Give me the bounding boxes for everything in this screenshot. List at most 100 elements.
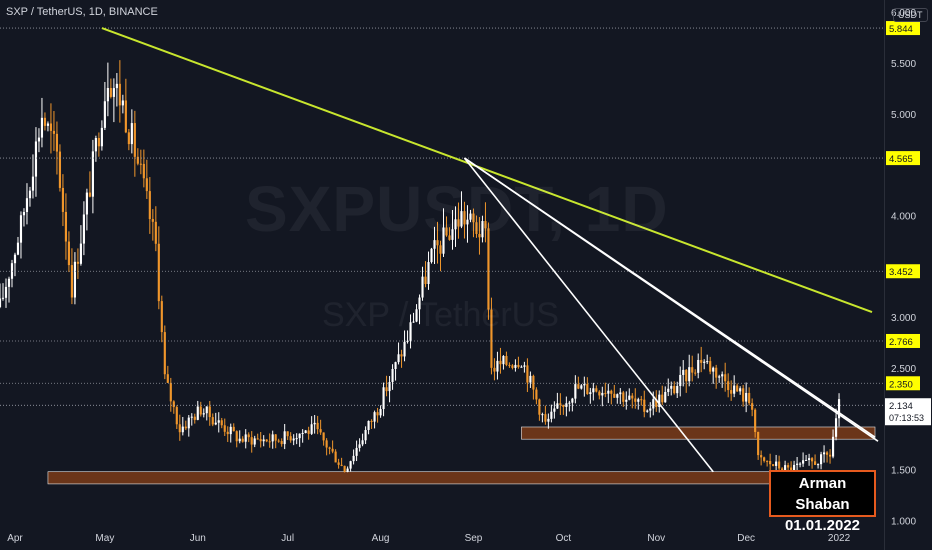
candle-body xyxy=(274,434,277,441)
candle xyxy=(454,206,457,247)
candle xyxy=(148,177,151,234)
candle-body xyxy=(253,438,256,445)
candle xyxy=(211,413,214,427)
candle-body xyxy=(136,156,139,164)
candle-body xyxy=(544,414,547,422)
trendlines-layer xyxy=(101,27,879,473)
candle-body xyxy=(301,432,304,434)
candle-body xyxy=(799,463,802,465)
candle xyxy=(175,405,178,430)
candle xyxy=(499,347,502,374)
candle-body xyxy=(502,355,505,365)
candle-body xyxy=(831,436,835,457)
candle-body xyxy=(828,454,832,457)
candle xyxy=(502,355,505,370)
candle xyxy=(718,374,721,383)
candle xyxy=(433,226,436,265)
candle-body xyxy=(505,355,508,365)
candle-body xyxy=(385,387,388,392)
candle-body xyxy=(819,454,823,465)
candle xyxy=(388,376,391,403)
candle-body xyxy=(442,227,445,254)
candle-body xyxy=(757,431,760,456)
candle xyxy=(760,450,763,466)
candle xyxy=(481,215,484,243)
candle xyxy=(352,449,355,465)
candle xyxy=(139,149,142,175)
candle xyxy=(604,382,607,398)
currency-label[interactable]: USDT xyxy=(893,8,928,22)
candle-body xyxy=(553,408,556,412)
candle-body xyxy=(133,123,136,157)
candle-body xyxy=(439,245,442,254)
candle-body xyxy=(730,390,733,394)
price-level-badge xyxy=(886,264,920,279)
candle xyxy=(640,395,643,406)
candle-body xyxy=(310,424,313,434)
candle xyxy=(715,364,718,389)
candle xyxy=(583,376,586,397)
candle xyxy=(475,215,478,238)
candle xyxy=(379,405,382,418)
candle-body xyxy=(469,213,472,220)
candle xyxy=(10,259,14,288)
candle xyxy=(538,398,541,421)
candle-body xyxy=(628,395,631,400)
candle-body xyxy=(816,464,820,466)
candle-body xyxy=(205,406,208,414)
candle xyxy=(346,466,349,473)
candle xyxy=(385,375,388,397)
candle xyxy=(544,405,547,425)
candle xyxy=(13,252,17,277)
candle xyxy=(505,351,508,367)
candle xyxy=(121,94,124,114)
price-level-badge xyxy=(886,21,920,36)
candle xyxy=(355,440,358,462)
candle xyxy=(334,449,337,463)
candle xyxy=(82,201,85,256)
candle-body xyxy=(445,227,448,236)
x-tick-label: May xyxy=(95,533,114,544)
candle xyxy=(436,221,439,264)
candle-body xyxy=(58,151,62,188)
candle-body xyxy=(592,388,595,393)
candle-body xyxy=(577,384,580,389)
candle xyxy=(295,433,298,445)
candle xyxy=(403,330,406,362)
candle-body xyxy=(298,433,301,439)
candle-body xyxy=(562,404,565,407)
candle xyxy=(0,283,2,309)
candle xyxy=(808,453,811,466)
candle-body xyxy=(517,364,520,368)
candle xyxy=(151,209,154,241)
candle xyxy=(577,376,580,390)
candle-body xyxy=(154,221,157,244)
candle xyxy=(16,236,20,256)
candle xyxy=(253,435,256,448)
candle xyxy=(430,247,433,264)
candle xyxy=(232,423,235,432)
candle-body xyxy=(451,229,454,240)
candle-body xyxy=(834,418,838,437)
candle-body xyxy=(67,241,71,266)
candle-body xyxy=(331,448,334,452)
candle xyxy=(265,439,268,443)
x-axis[interactable]: Apr May Jun Jul Aug Sep Oct Nov Dec 2022 xyxy=(7,533,850,544)
candle xyxy=(445,216,448,237)
candle xyxy=(670,381,673,396)
candle xyxy=(661,385,664,405)
candle-body xyxy=(571,398,574,403)
candle xyxy=(706,354,709,365)
candle-body xyxy=(304,430,307,433)
candle xyxy=(283,423,286,450)
candle-body xyxy=(427,262,430,285)
candle xyxy=(100,120,103,151)
candle-body xyxy=(448,235,451,240)
candle-body xyxy=(727,381,730,391)
candle xyxy=(193,413,196,424)
candle xyxy=(451,210,454,250)
candle-body xyxy=(430,248,433,263)
candle xyxy=(70,248,73,305)
